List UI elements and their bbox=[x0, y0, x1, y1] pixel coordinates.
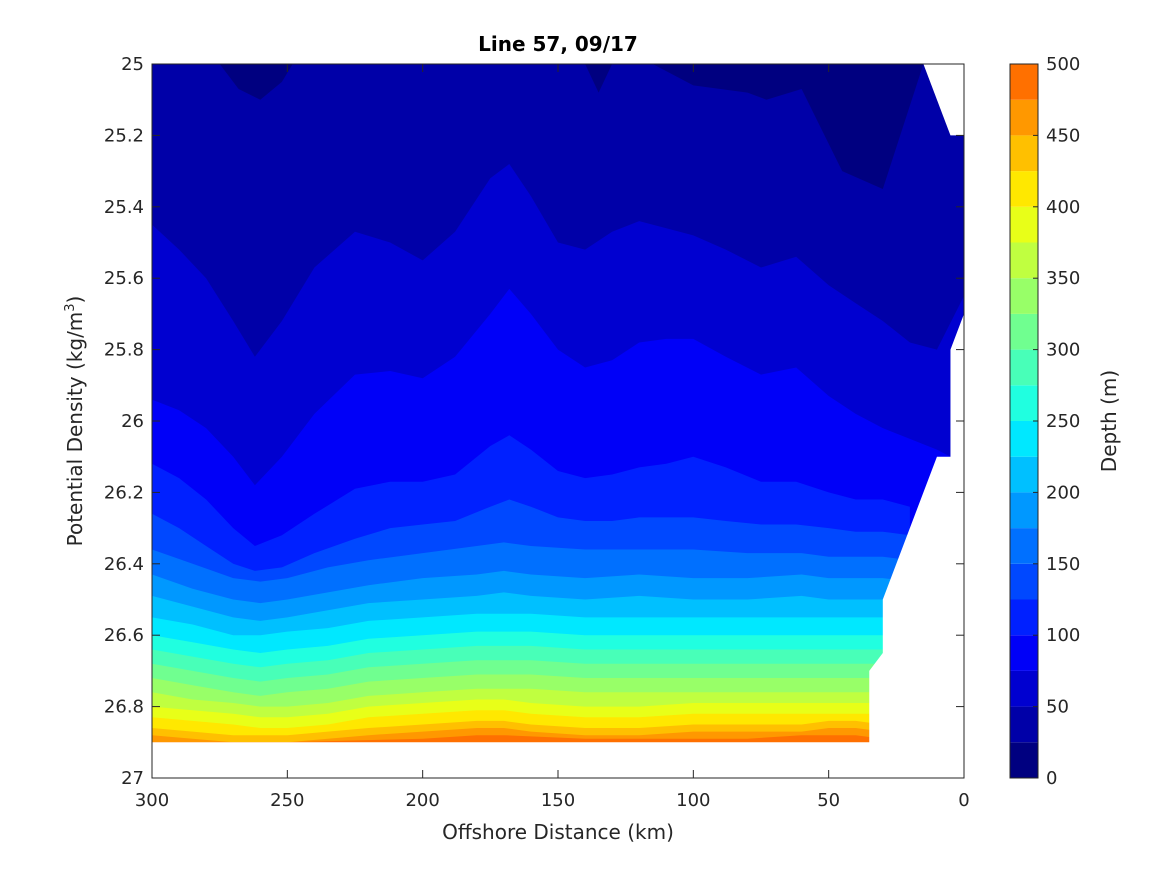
colorbar-tick-label: 250 bbox=[1046, 411, 1080, 432]
y-axis-label-close: ) bbox=[63, 296, 87, 304]
colorbar-swatch bbox=[1010, 599, 1038, 636]
colorbar-swatch bbox=[1010, 492, 1038, 529]
x-tick-label: 200 bbox=[405, 790, 439, 811]
colorbar-tick-label: 50 bbox=[1046, 697, 1069, 718]
plot-area: 300 250 200 150 100 50 0 2525.225.425.625.8262… bbox=[104, 54, 970, 811]
colorbar-swatch bbox=[1010, 742, 1038, 778]
colorbar-tick-label: 100 bbox=[1046, 625, 1080, 646]
colorbar-swatch bbox=[1010, 563, 1038, 600]
colorbar-swatch bbox=[1010, 135, 1038, 172]
colorbar-swatch bbox=[1010, 278, 1038, 314]
x-tick-label: 150 bbox=[541, 790, 575, 811]
x-axis: 300 250 200 150 100 50 0 bbox=[135, 64, 970, 811]
no-data-region bbox=[152, 64, 964, 778]
colorbar-swatch bbox=[1010, 635, 1038, 671]
colorbar-tick-label: 150 bbox=[1046, 554, 1080, 575]
x-tick-label: 250 bbox=[270, 790, 304, 811]
y-tick-label: 26 bbox=[121, 411, 144, 432]
x-tick-label: 0 bbox=[958, 790, 969, 811]
colorbar-tick-label: 500 bbox=[1046, 54, 1080, 75]
y-tick-label: 25.2 bbox=[104, 125, 144, 146]
x-tick-label: 50 bbox=[817, 790, 840, 811]
contour-fills bbox=[152, 64, 964, 778]
colorbar-swatch bbox=[1010, 456, 1038, 493]
contour-band-25 bbox=[585, 64, 613, 93]
colorbar-tick-label: 0 bbox=[1046, 768, 1057, 789]
colorbar-swatch bbox=[1010, 670, 1038, 707]
y-tick-label: 25.8 bbox=[104, 340, 144, 361]
contour-band-25 bbox=[152, 64, 293, 100]
x-tick-label: 300 bbox=[135, 790, 169, 811]
colorbar: 0 50 100 150 200 250 300 350 400 450 500 bbox=[1009, 54, 1080, 789]
y-tick-label: 25.6 bbox=[104, 268, 144, 289]
colorbar-swatch bbox=[1010, 206, 1038, 243]
y-tick-label: 26.8 bbox=[104, 697, 144, 718]
colorbar-swatch bbox=[1010, 421, 1038, 457]
no-data-notch bbox=[923, 64, 964, 136]
colorbar-swatch bbox=[1010, 99, 1038, 136]
colorbar-swatch bbox=[1010, 64, 1038, 100]
contour-band-25 bbox=[652, 64, 924, 189]
y-tick-label: 25.4 bbox=[104, 197, 144, 218]
colorbar-swatch bbox=[1010, 385, 1038, 421]
y-tick-label: 27 bbox=[121, 768, 144, 789]
y-axis: 25 25.2 25.4 25.6 25.8 26 26.2 26.4 26.6 26.8 27 bbox=[104, 54, 964, 789]
colorbar-tick-label: 300 bbox=[1046, 340, 1080, 361]
y-tick-label: 26.2 bbox=[104, 482, 144, 503]
colorbar-swatch bbox=[1010, 706, 1038, 743]
colorbar-swatch bbox=[1010, 528, 1038, 564]
y-tick-label: 25 bbox=[121, 54, 144, 75]
x-tick-label: 100 bbox=[676, 790, 710, 811]
y-axis-label-text: Potential Density (kg/m bbox=[63, 312, 87, 547]
x-axis-label: Offshore Distance (km) bbox=[442, 820, 674, 844]
colorbar-label: Depth (m) bbox=[1097, 370, 1121, 472]
y-tick-label: 26.6 bbox=[104, 625, 144, 646]
colorbar-tick-label: 200 bbox=[1046, 482, 1080, 503]
colorbar-swatch bbox=[1010, 242, 1038, 279]
colorbar-swatch bbox=[1010, 313, 1038, 350]
colorbar-tick-label: 400 bbox=[1046, 197, 1080, 218]
y-tick-label: 26.4 bbox=[104, 554, 144, 575]
y-axis-label-superscript: 3 bbox=[63, 303, 78, 311]
y-axis-label: Potential Density (kg/m3) bbox=[63, 296, 87, 547]
colorbar-tick-label: 350 bbox=[1046, 268, 1080, 289]
colorbar-swatch bbox=[1010, 171, 1038, 207]
chart-title: Line 57, 09/17 bbox=[478, 32, 638, 56]
colorbar-tick-label: 450 bbox=[1046, 125, 1080, 146]
colorbar-swatch bbox=[1010, 349, 1038, 386]
